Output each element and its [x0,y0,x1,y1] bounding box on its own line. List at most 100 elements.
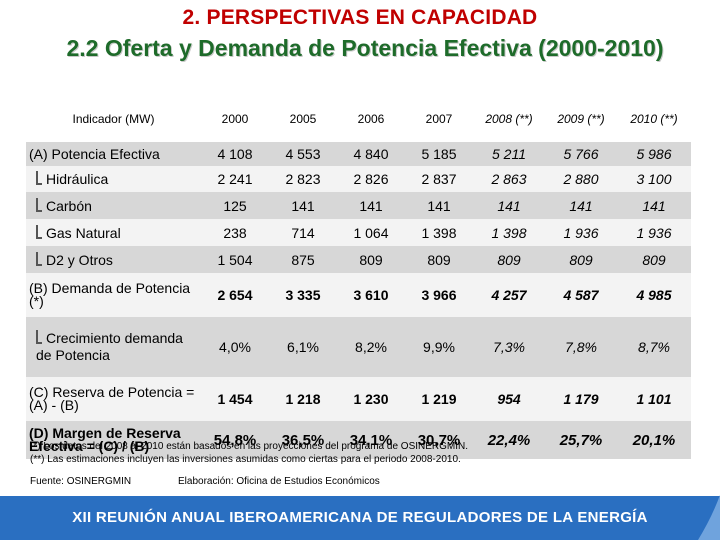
table-cell: 141 [269,192,337,219]
table-cell: 2 863 [473,166,545,192]
table-row: (A) Potencia Efectiva 4 108 4 553 4 840 … [26,142,691,166]
table-cell: 2 241 [201,166,269,192]
table-cell: 141 [337,192,405,219]
table-cell: 25,7% [545,421,617,459]
table-cell: 4 587 [545,273,617,317]
table-cell: 2 823 [269,166,337,192]
table-cell: 34,1% [337,421,405,459]
table-cell: 5 766 [545,142,617,166]
table-cell: 9,9% [405,317,473,377]
table-cell: 4 840 [337,142,405,166]
table-cell: 36,5% [269,421,337,459]
row-label: D2 y Otros [46,251,113,268]
table-cell: 5 986 [617,142,691,166]
footnote: (*) Los datos del 2008 al 2010 están bas… [30,441,469,452]
table-row: Gas Natural 238 714 1 064 1 398 1 398 1 … [26,219,691,246]
row-label: (C) Reserva de Potencia = (A) - (B) [26,377,201,421]
table-row: D2 y Otros 1 504 875 809 809 809 809 809 [26,246,691,273]
table-cell: 1 936 [545,219,617,246]
table-cell: 1 230 [337,377,405,421]
table-cell: 4,0% [201,317,269,377]
footer-banner-text: XII REUNIÓN ANUAL IBEROAMERICANA DE REGU… [72,509,648,526]
header-year: 2009 (**) [545,96,617,142]
table-cell: 1 101 [617,377,691,421]
table-cell: 1 218 [269,377,337,421]
header-year: 2005 [269,96,337,142]
table-cell: 30,7% [405,421,473,459]
table-cell: 4 985 [617,273,691,317]
table-cell: 809 [617,246,691,273]
table-cell: 809 [405,246,473,273]
table-cell: 2 837 [405,166,473,192]
table-cell: 3 335 [269,273,337,317]
header-year: 2000 [201,96,269,142]
footer-banner [0,496,720,540]
table-cell: 238 [201,219,269,246]
row-label: Crecimiento demanda de Potencia [36,330,183,363]
table-cell: 3 610 [337,273,405,317]
table-cell: 7,8% [545,317,617,377]
footnote: (**) Las estimaciones incluyen las inver… [30,454,461,465]
table-cell: 141 [617,192,691,219]
table-cell: 1 504 [201,246,269,273]
table-cell: 1 064 [337,219,405,246]
table-cell: 1 219 [405,377,473,421]
table-cell: 141 [405,192,473,219]
table-row: Hidráulica 2 241 2 823 2 826 2 837 2 863… [26,166,691,192]
row-label: Gas Natural [46,224,121,241]
bullet-icon [36,251,42,266]
header-year: 2006 [337,96,405,142]
table-cell: 3 100 [617,166,691,192]
table-cell: 141 [545,192,617,219]
bullet-icon [36,330,42,344]
table-cell: 809 [545,246,617,273]
table-cell: 8,2% [337,317,405,377]
table-row: (D) Margen de Reserva Efectiva = (C) / (… [26,421,691,459]
table-cell: 1 398 [473,219,545,246]
row-label: (A) Potencia Efectiva [26,142,201,166]
table-cell: 714 [269,219,337,246]
table-cell: 7,3% [473,317,545,377]
bullet-icon [36,171,42,185]
table-cell: 8,7% [617,317,691,377]
table-header-row: Indicador (MW) 2000 2005 2006 2007 2008 … [26,96,691,142]
table-cell: 954 [473,377,545,421]
table-cell: 141 [473,192,545,219]
row-label-cell: Hidráulica [26,166,201,192]
table-row: Carbón 125 141 141 141 141 141 141 [26,192,691,219]
table-cell: 1 398 [405,219,473,246]
table-cell: 4 257 [473,273,545,317]
capacity-table: Indicador (MW) 2000 2005 2006 2007 2008 … [26,96,691,459]
table-row: (B) Demanda de Potencia (*) 2 654 3 335 … [26,273,691,317]
table-row: Crecimiento demanda de Potencia 4,0% 6,1… [26,317,691,377]
table-cell: 54,8% [201,421,269,459]
row-label: (D) Margen de Reserva Efectiva = (C) / (… [26,421,201,459]
elaboration-note: Elaboración: Oficina de Estudios Económi… [178,476,380,487]
table-cell: 3 966 [405,273,473,317]
slide-title: 2.2 Oferta y Demanda de Potencia Efectiv… [66,35,664,61]
source-note: Fuente: OSINERGMIN [30,476,132,487]
table-cell: 1 179 [545,377,617,421]
table-cell: 4 553 [269,142,337,166]
table-cell: 1 936 [617,219,691,246]
table-cell: 2 654 [201,273,269,317]
table-cell: 809 [473,246,545,273]
header-year: 2010 (**) [617,96,691,142]
table-cell: 2 880 [545,166,617,192]
bullet-icon [36,224,42,239]
header-year: 2008 (**) [473,96,545,142]
row-label-cell: D2 y Otros [26,246,201,273]
row-label-cell: Carbón [26,192,201,219]
row-label-cell: Crecimiento demanda de Potencia [26,317,201,377]
table-cell: 6,1% [269,317,337,377]
header-year: 2007 [405,96,473,142]
row-label: Carbón [46,197,92,214]
table-row: (C) Reserva de Potencia = (A) - (B) 1 45… [26,377,691,421]
table-cell: 22,4% [473,421,545,459]
table-cell: 809 [337,246,405,273]
table-cell: 5 185 [405,142,473,166]
table-cell: 4 108 [201,142,269,166]
table-cell: 5 211 [473,142,545,166]
table-cell: 875 [269,246,337,273]
table-cell: 1 454 [201,377,269,421]
